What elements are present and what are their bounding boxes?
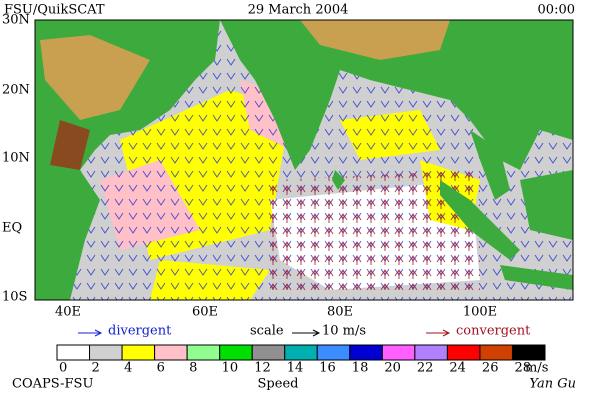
color-box xyxy=(56,344,91,361)
color-box xyxy=(316,344,351,361)
map-frame xyxy=(34,19,574,301)
lon-label: 40E xyxy=(55,305,81,320)
divergent-label: divergent xyxy=(108,324,172,339)
land xyxy=(520,170,573,240)
wind-arrows xyxy=(270,170,480,290)
lat-label: 10N xyxy=(2,151,30,166)
colorbar-tick: 10 xyxy=(222,361,239,376)
lat-label: EQ xyxy=(2,221,22,236)
colorbar-unit: m/s xyxy=(525,361,548,376)
source: FSU/QuikSCAT xyxy=(4,3,105,18)
land xyxy=(440,180,520,260)
color-box xyxy=(121,344,156,361)
land xyxy=(300,20,450,60)
colorbar-tick: 16 xyxy=(319,361,336,376)
land xyxy=(40,35,150,120)
map xyxy=(34,19,574,301)
lon-label: 100E xyxy=(463,305,497,320)
color-box xyxy=(154,344,188,361)
color-box xyxy=(511,344,546,361)
color-box xyxy=(89,344,123,361)
color-box xyxy=(219,344,253,361)
convergent-label: convergent xyxy=(456,324,531,339)
lat-label: 30N xyxy=(2,13,30,28)
colorbar-tick: 24 xyxy=(449,361,466,376)
color-box xyxy=(381,344,416,361)
colorbar-tick: 2 xyxy=(92,361,100,376)
scale-label: scale xyxy=(250,324,284,339)
lon-label: 60E xyxy=(192,305,218,320)
color-box xyxy=(414,344,448,361)
colorbar-title: Speed xyxy=(258,377,299,392)
colorbar-tick: 12 xyxy=(254,361,271,376)
scale-value: 10 m/s xyxy=(322,324,366,339)
lat-label: 10S xyxy=(2,290,27,305)
land xyxy=(332,170,345,190)
date: 29 March 2004 xyxy=(248,3,349,18)
convergent-arrow xyxy=(426,329,451,337)
author: Yan Gu xyxy=(529,377,576,392)
lon-label: 80E xyxy=(327,305,353,320)
colorbar: 0 2 4 6 8 10 12 14 16 18 20 22 24 26 28m/s xyxy=(56,344,548,376)
colorbar-tick: 8 xyxy=(189,361,197,376)
colorbar-tick: 0 xyxy=(59,361,67,376)
divergent-arrow xyxy=(78,329,103,337)
color-box xyxy=(446,344,481,361)
land xyxy=(50,120,90,170)
colorbar-tick: 18 xyxy=(352,361,369,376)
color-box xyxy=(284,344,318,361)
colorbar-tick: 22 xyxy=(417,361,434,376)
colorbar-tick: 20 xyxy=(384,361,401,376)
color-box xyxy=(479,344,513,361)
colorbar-tick: 26 xyxy=(482,361,499,376)
org: COAPS-FSU xyxy=(12,377,93,392)
lat-label: 20N xyxy=(2,83,30,98)
land xyxy=(220,20,573,170)
scale-arrow xyxy=(292,329,321,337)
color-box xyxy=(186,344,221,361)
time: 00:00 xyxy=(538,3,575,18)
land xyxy=(470,130,510,200)
land xyxy=(500,265,573,290)
colorbar-tick: 4 xyxy=(124,361,132,376)
color-box xyxy=(251,344,286,361)
color-box xyxy=(349,344,383,361)
colorbar-tick: 6 xyxy=(157,361,165,376)
colorbar-tick: 28 xyxy=(514,361,531,376)
colorbar-tick: 14 xyxy=(287,361,304,376)
